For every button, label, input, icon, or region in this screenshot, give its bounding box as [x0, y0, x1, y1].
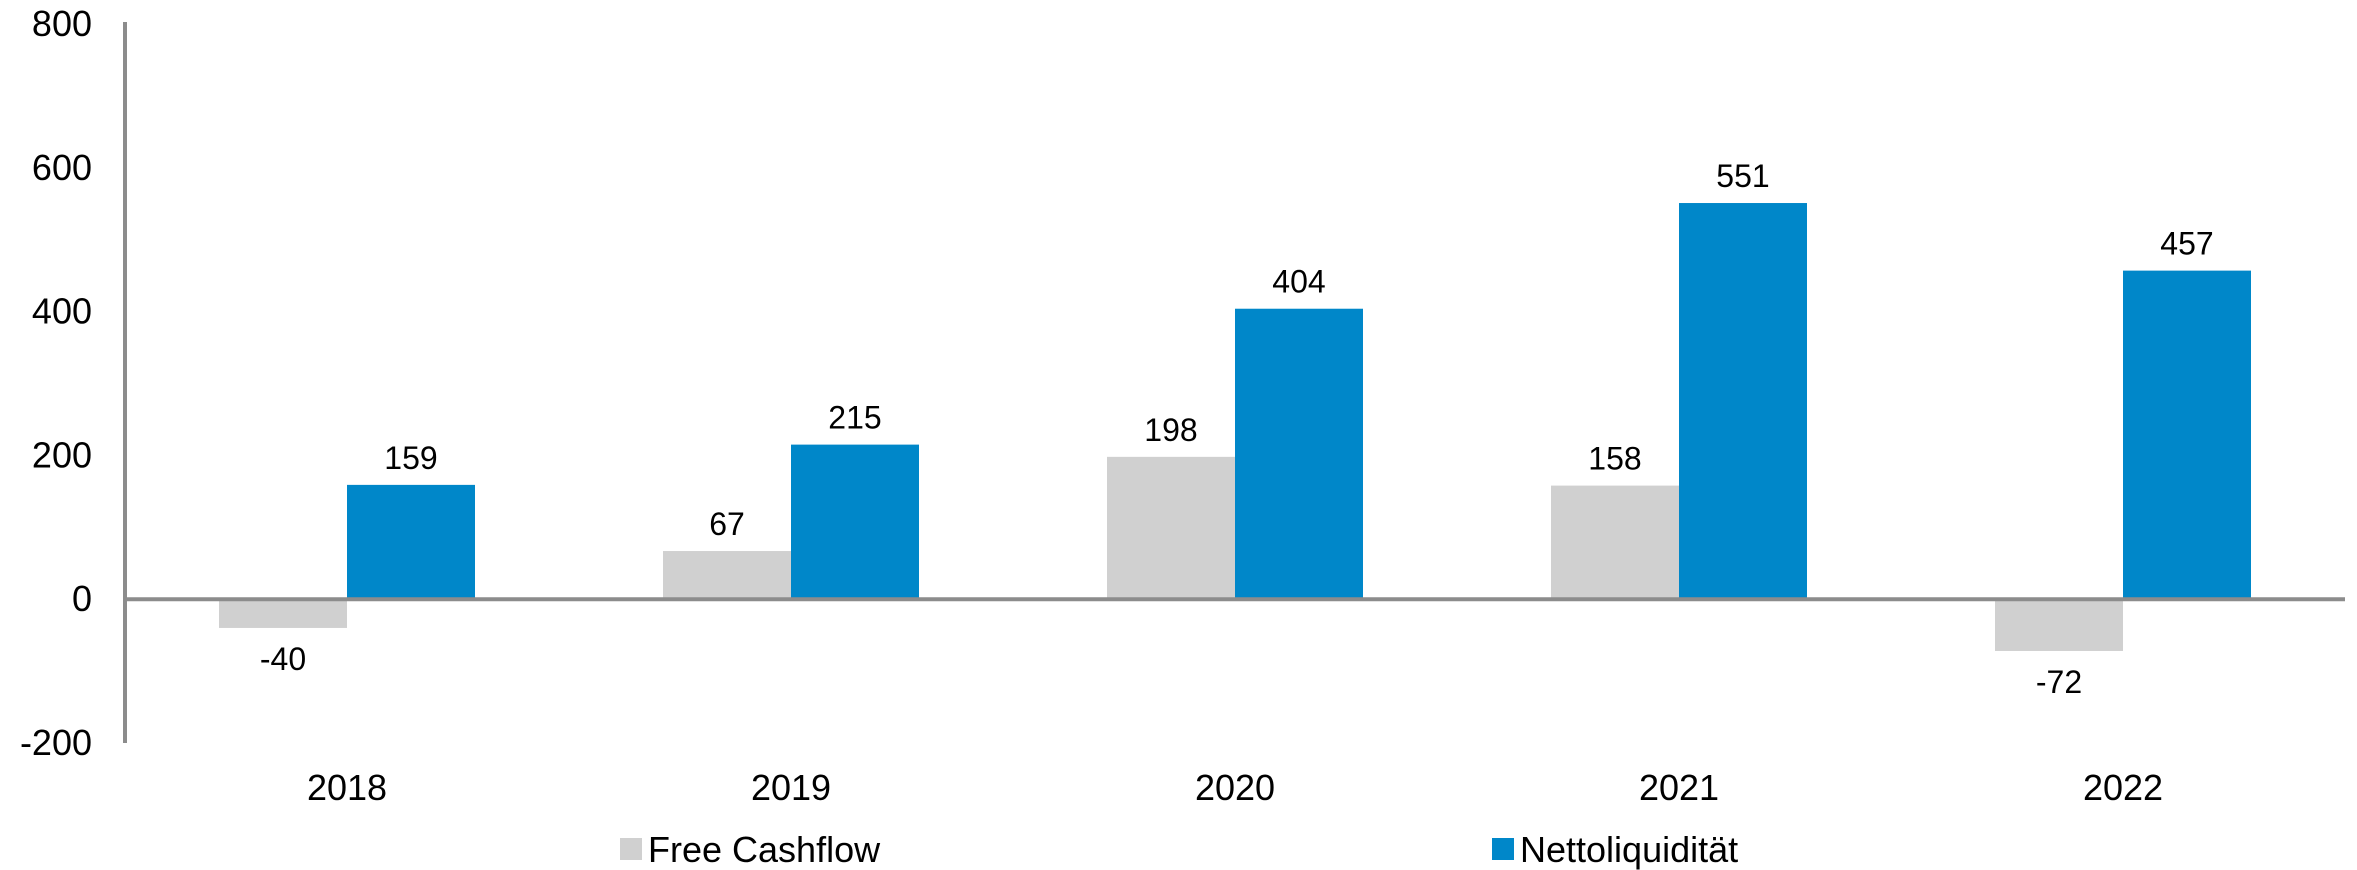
data-label: 404 [1272, 264, 1325, 300]
y-tick-label: 0 [72, 578, 92, 619]
x-tick-label: 2019 [751, 767, 831, 808]
data-label: -72 [2036, 664, 2082, 700]
bar-free-cashflow-2022 [1995, 599, 2123, 651]
data-label: 457 [2160, 226, 2213, 262]
y-tick-label: 800 [32, 3, 92, 44]
x-tick-label: 2022 [2083, 767, 2163, 808]
bar-nettoliquidit-t-2019 [791, 444, 919, 600]
y-tick-label: 200 [32, 434, 92, 475]
y-axis-ticks: 800 600 400 200 0 -200 [20, 3, 92, 763]
data-label: 159 [384, 440, 437, 476]
x-tick-label: 2018 [307, 767, 387, 808]
bar-nettoliquidit-t-2020 [1235, 308, 1363, 600]
data-label: -40 [260, 641, 306, 677]
bar-nettoliquidit-t-2022 [2123, 270, 2251, 600]
bars [219, 203, 2251, 651]
x-tick-label: 2020 [1195, 767, 1275, 808]
bar-free-cashflow-2018 [219, 599, 347, 628]
data-labels: -40 159 67 215 198 404 158 551 -72 457 [260, 158, 2214, 700]
y-tick-label: -200 [20, 722, 92, 763]
bar-free-cashflow-2020 [1107, 456, 1235, 600]
data-label: 551 [1716, 158, 1769, 194]
x-tick-label: 2021 [1639, 767, 1719, 808]
legend-swatch [1492, 838, 1514, 860]
data-label: 198 [1144, 412, 1197, 448]
legend-label: Nettoliquidität [1520, 829, 1738, 870]
data-label: 67 [709, 506, 745, 542]
x-axis-ticks: 2018 2019 2020 2021 2022 [307, 767, 2163, 808]
legend-swatch [620, 838, 642, 860]
data-label: 158 [1588, 441, 1641, 477]
data-label: 215 [828, 400, 881, 436]
bar-nettoliquidit-t-2018 [347, 484, 475, 600]
bar-free-cashflow-2021 [1551, 485, 1679, 600]
y-tick-label: 600 [32, 147, 92, 188]
legend: Free Cashflow Nettoliquidität [620, 829, 1738, 870]
y-tick-label: 400 [32, 291, 92, 332]
bar-nettoliquidit-t-2021 [1679, 203, 1807, 600]
bar-free-cashflow-2019 [663, 551, 791, 600]
axes [123, 22, 2345, 743]
legend-label: Free Cashflow [648, 829, 881, 870]
